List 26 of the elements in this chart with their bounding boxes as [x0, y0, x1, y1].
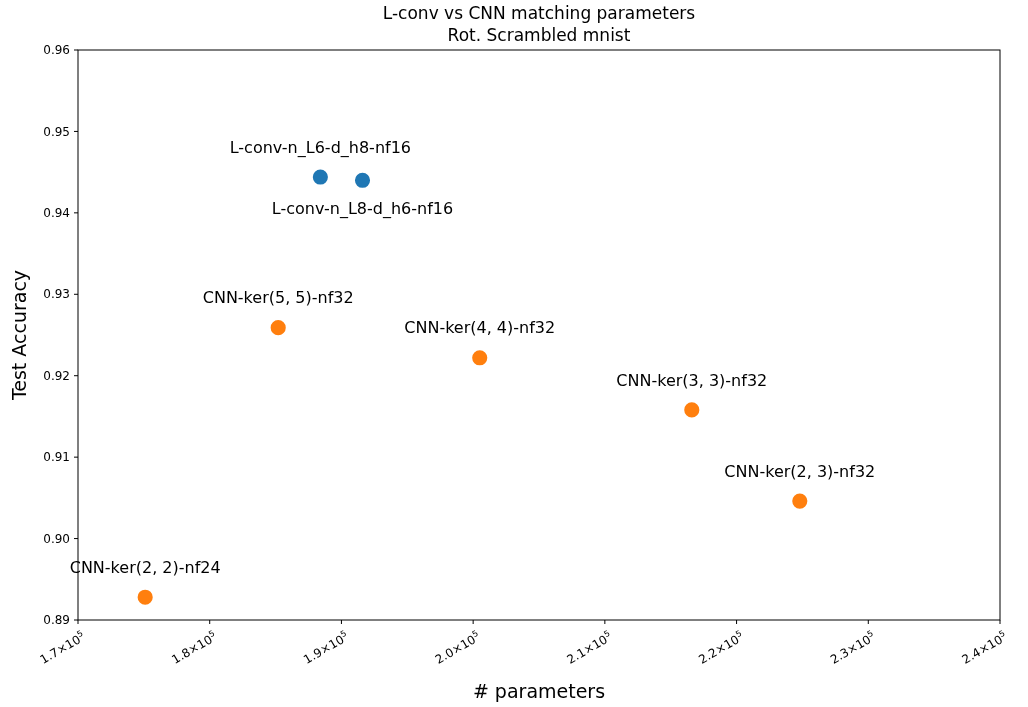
y-tick-label: 0.89 — [43, 613, 70, 628]
point — [684, 402, 700, 418]
y-tick-label: 0.94 — [43, 206, 70, 221]
y-tick-label: 0.90 — [43, 531, 70, 546]
point — [792, 493, 808, 509]
x-axis-title: # parameters — [472, 680, 606, 702]
annotation: CNN-ker(4, 4)-nf32 — [404, 318, 556, 338]
point — [472, 350, 488, 366]
annotation: CNN-ker(2, 2)-nf24 — [69, 557, 221, 577]
annotation: L-conv-n_L6-d_h8-nf16 — [229, 137, 412, 158]
chart-title: L-conv vs CNN matching parameters — [382, 3, 696, 23]
y-axis-title: Test Accuracy — [8, 269, 30, 402]
chart-subtitle: Rot. Scrambled mnist — [447, 25, 631, 45]
point — [137, 589, 153, 605]
point — [270, 320, 286, 336]
y-tick-label: 0.91 — [43, 450, 70, 465]
annotation: CNN-ker(2, 3)-nf32 — [724, 461, 876, 481]
annotation: CNN-ker(5, 5)-nf32 — [202, 288, 354, 308]
point — [312, 169, 328, 185]
y-tick-label: 0.95 — [43, 124, 70, 139]
y-tick-label: 0.92 — [43, 368, 70, 383]
point — [354, 172, 371, 188]
y-tick-label: 0.93 — [43, 287, 70, 302]
annotation: L-conv-n_L8-d_h6-nf16 — [271, 198, 454, 219]
annotation: CNN-ker(3, 3)-nf32 — [616, 370, 768, 390]
y-tick-label: 0.96 — [43, 43, 70, 58]
